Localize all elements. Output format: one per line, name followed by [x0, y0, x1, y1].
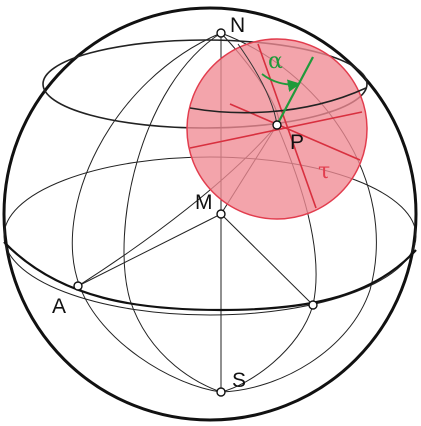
label-m: M [195, 191, 213, 214]
label-alpha: α [268, 49, 283, 74]
point-right-equator [308, 300, 318, 310]
point-a [73, 281, 83, 291]
radius-m-to-right-point [220, 213, 314, 306]
point-m [216, 209, 226, 219]
meridian-over-disc [237, 43, 278, 126]
point-n [216, 28, 226, 38]
label-s: S [232, 369, 246, 392]
latitude-arc-over-disc [189, 87, 367, 114]
label-p: P [290, 131, 304, 154]
label-a: A [52, 295, 66, 318]
label-n: N [230, 14, 245, 37]
label-tau: τ [318, 159, 330, 184]
sphere-outline [2, 6, 418, 422]
radius-m-to-a [77, 213, 222, 287]
tangent-line-steep [257, 43, 317, 209]
meridian-arc-left-outer [71, 32, 222, 393]
equator-front-arc [3, 241, 417, 312]
tangent-line-horizontal [189, 111, 363, 149]
alpha-arc [261, 73, 301, 92]
point-p [272, 120, 282, 130]
point-s [216, 387, 226, 397]
meridian-arc-left-inner [123, 32, 222, 393]
